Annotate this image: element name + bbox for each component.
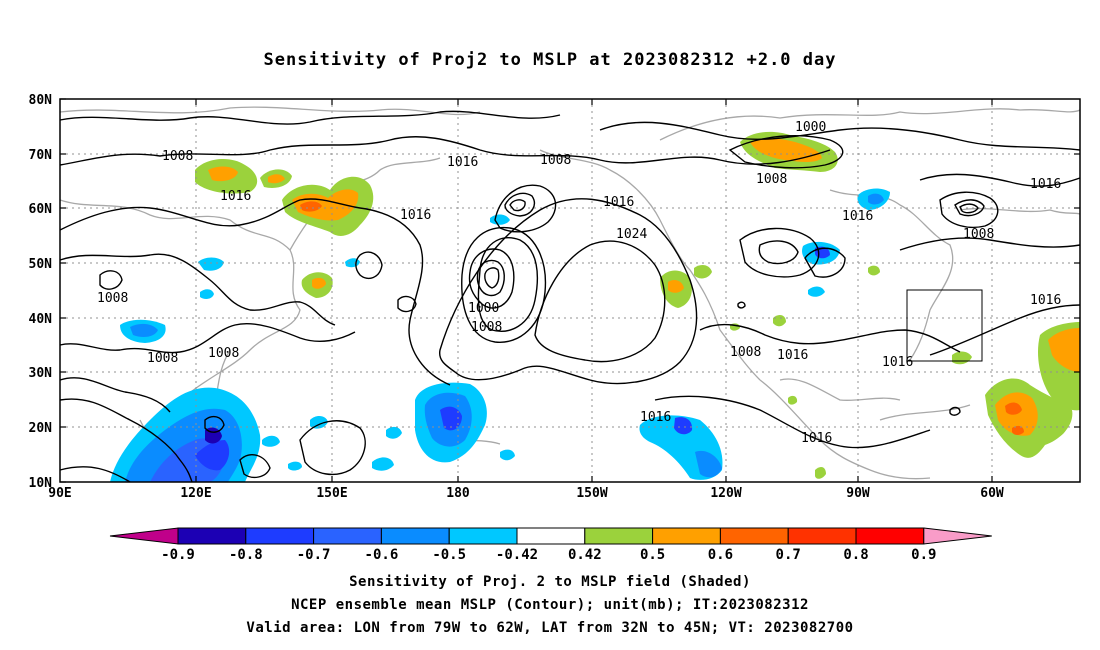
colorbar-label: 0.6 <box>708 547 733 563</box>
valid-area-box <box>906 289 983 362</box>
lat-label: 60N <box>29 202 53 217</box>
lon-label: 90W <box>846 486 870 501</box>
colorbar-label: 0.5 <box>640 547 665 563</box>
colorbar-segment <box>652 527 721 545</box>
mslp-contours <box>59 110 1081 483</box>
caption-line-2: NCEP ensemble mean MSLP (Contour); unit(… <box>291 597 809 613</box>
colorbar-label: -0.9 <box>161 547 195 563</box>
lat-label: 30N <box>29 366 53 381</box>
colorbar-label: -0.6 <box>365 547 399 563</box>
contour-label: 1016 <box>801 431 832 446</box>
map-title: Sensitivity of Proj2 to MSLP at 20230823… <box>263 50 837 70</box>
contour-label: 1008 <box>162 149 193 164</box>
lon-labels: 90E 120E 150E 180 150W 120W 90W 60W <box>48 486 1004 501</box>
lon-label: 90E <box>48 486 71 501</box>
colorbar-segment <box>855 527 925 545</box>
contour-label: 1016 <box>1030 177 1061 192</box>
colorbar-label: -0.7 <box>297 547 331 563</box>
contour-label: 1008 <box>147 351 178 366</box>
caption-line-1: Sensitivity of Proj. 2 to MSLP field (Sh… <box>349 574 751 590</box>
caption-line-3: Valid area: LON from 79W to 62W, LAT fro… <box>246 620 854 636</box>
colorbar-label: 0.42 <box>568 547 602 563</box>
contour-label: 1000 <box>468 301 499 316</box>
contour-label: 1008 <box>97 291 128 306</box>
contour-label: 1000 <box>795 120 826 135</box>
contour-label: 1016 <box>777 348 808 363</box>
lat-label: 40N <box>29 312 53 327</box>
lat-label: 70N <box>29 148 53 163</box>
contour-label: 1008 <box>730 345 761 360</box>
tick-marks <box>60 98 1080 483</box>
contour-label: 1016 <box>842 209 873 224</box>
lon-label: 120E <box>180 486 211 501</box>
colorbar-label: 0.8 <box>843 547 868 563</box>
colorbar-label: 0.7 <box>776 547 801 563</box>
colorbar-segment <box>787 527 857 545</box>
colorbar-segment <box>584 527 654 545</box>
negative-sensitivity <box>110 188 890 482</box>
colorbar-right-arrow <box>923 527 992 545</box>
contour-label: 1008 <box>208 346 239 361</box>
plot-frame <box>59 98 1081 483</box>
contour-label: 1016 <box>640 410 671 425</box>
contour-label: 1008 <box>756 172 787 187</box>
graticule <box>60 99 1080 482</box>
contour-label: 1016 <box>882 355 913 370</box>
colorbar-segment <box>177 527 247 545</box>
lat-label: 10N <box>29 476 53 491</box>
contour-label: 1016 <box>400 208 431 223</box>
lon-label: 150W <box>576 486 607 501</box>
colorbar-label: -0.5 <box>432 547 466 563</box>
contour-label: 1016 <box>1030 293 1061 308</box>
lon-label: 180 <box>446 486 470 501</box>
contour-label: 1024 <box>616 227 647 242</box>
lat-label: 50N <box>29 257 53 272</box>
colorbar-label: -0.42 <box>496 547 538 563</box>
contour-label: 1008 <box>471 320 502 335</box>
colorbar-segment <box>380 527 450 545</box>
positive-sensitivity <box>195 131 1080 479</box>
colorbar-segment <box>313 527 382 545</box>
colorbar-left-arrow <box>109 527 179 545</box>
contour-label: 1016 <box>447 155 478 170</box>
contour-label-group: 1008 1016 1008 1016 1000 1008 1016 1024 … <box>97 120 1061 446</box>
colorbar-segment <box>516 527 586 545</box>
colorbar-segment <box>245 527 315 545</box>
contour-label: 1008 <box>963 227 994 242</box>
colorbar-segment <box>448 527 518 545</box>
contour-label: 1016 <box>603 195 634 210</box>
lon-label: 120W <box>710 486 741 501</box>
lat-label: 80N <box>29 93 53 108</box>
lon-label: 60W <box>980 486 1004 501</box>
contour-label: 1016 <box>220 189 251 204</box>
lat-labels: 80N 70N 60N 50N 40N 30N 20N 10N <box>29 93 53 491</box>
colorbar-segment <box>719 527 789 545</box>
contour-label: 1008 <box>540 153 571 168</box>
colorbar: -0.9 -0.8 -0.7 -0.6 -0.5 -0.42 0.42 0.5 0.6 0.7 0.… <box>109 527 992 563</box>
colorbar-label: 0.9 <box>911 547 936 563</box>
lon-label: 150E <box>316 486 347 501</box>
colorbar-label: -0.8 <box>229 547 263 563</box>
lat-label: 20N <box>29 421 53 436</box>
